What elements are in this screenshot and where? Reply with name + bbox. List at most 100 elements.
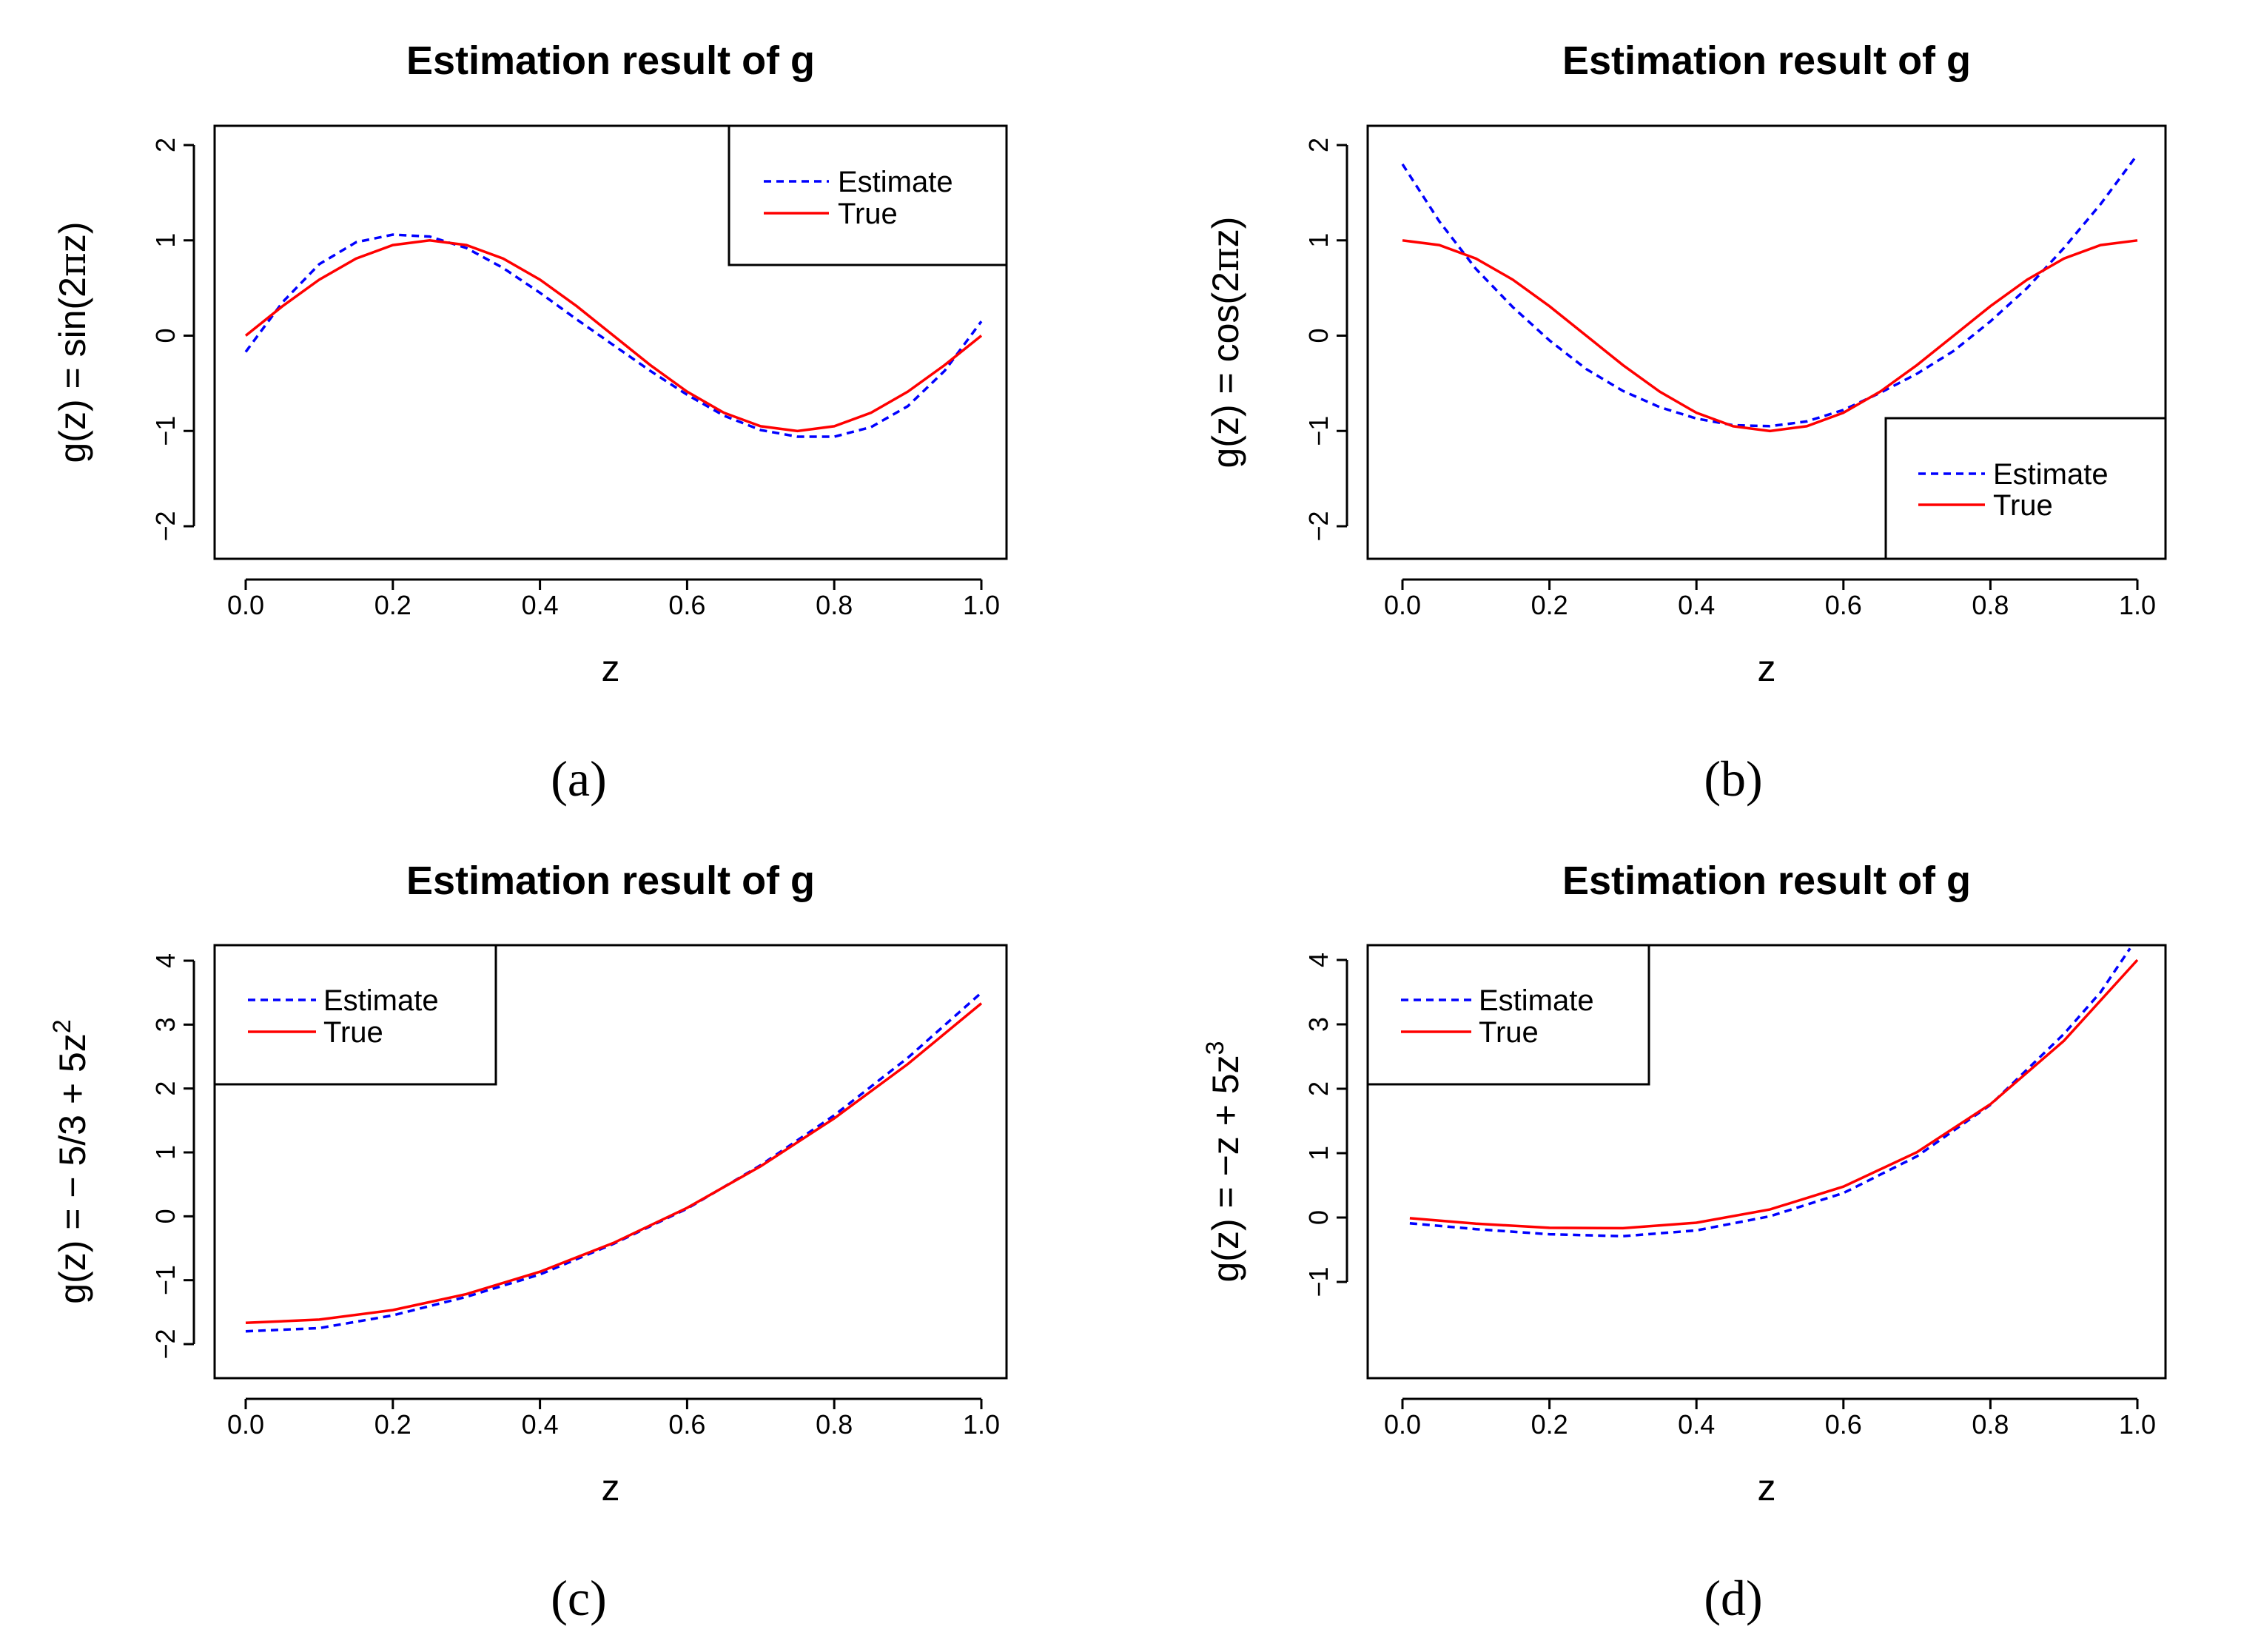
x-tick-label: 0.2 <box>374 1409 411 1440</box>
panel-caption: (c) <box>551 1570 606 1626</box>
legend-label-true: True <box>1993 489 2053 522</box>
chart-panel-d: Estimation result of g 0.0 0.2 0.4 0.6 0.8 1.0… <box>1201 859 2167 1626</box>
y-tick-label: −2 <box>150 1329 181 1359</box>
x-tick-label: 0.4 <box>1678 1409 1715 1440</box>
legend-box <box>1366 944 1650 1086</box>
y-tick-label: 1 <box>150 233 181 248</box>
x-tick-label: 0.6 <box>1825 1409 1862 1440</box>
y-tick-label: 2 <box>150 1081 181 1096</box>
x-tick-label: 0.2 <box>1531 590 1568 620</box>
x-tick-label: 0.0 <box>227 590 264 620</box>
x-axis-label: z <box>602 648 620 689</box>
y-axis-label-part: g(z) = cos(2 <box>1205 272 1246 468</box>
legend-label-true: True <box>838 198 898 230</box>
y-tick-label: −2 <box>150 511 181 541</box>
chart-title: Estimation result of g <box>1562 38 1971 83</box>
y-tick-label: −1 <box>1303 1266 1334 1297</box>
chart-panel-c: Estimation result of g 0.0 0.2 0.4 0.6 0.8 1.0… <box>48 859 1008 1626</box>
legend-label-true: True <box>1479 1016 1539 1049</box>
y-tick-label: 2 <box>1303 138 1334 152</box>
x-tick-label: 0.4 <box>522 590 559 620</box>
y-tick-label: −1 <box>1303 416 1334 446</box>
y-axis-label: g(z) = − 5/3 + 5z2 <box>48 1019 93 1303</box>
y-tick-label: 0 <box>150 328 181 343</box>
series-line-true <box>1409 958 2139 1230</box>
series-line-estimate <box>1401 153 2139 428</box>
panel-caption: (a) <box>551 751 606 807</box>
legend-box <box>728 124 1008 266</box>
x-axis-label: z <box>1758 648 1776 689</box>
y-axis-label: g(z) = sin(2πz) <box>51 222 94 463</box>
x-tick-label: 1.0 <box>2119 1409 2156 1440</box>
y-axis-label-pi: π <box>1204 247 1247 272</box>
legend-label-estimate: Estimate <box>838 166 953 198</box>
chart-panel-a: Estimation result of g 0.0 0.2 0.4 0.6 0.8 1.0… <box>51 38 1008 807</box>
x-tick-label: 0.2 <box>374 590 411 620</box>
plot-frame <box>1366 944 2167 1380</box>
legend-box <box>213 944 497 1086</box>
series-line-true <box>245 1002 983 1325</box>
x-tick-label: 1.0 <box>2119 590 2156 620</box>
y-axis-label-part: g(z) = sin(2 <box>52 277 93 463</box>
y-tick-label: −2 <box>1303 511 1334 541</box>
y-tick-label: 4 <box>150 953 181 968</box>
plot-frame <box>1366 124 2167 560</box>
series-line-true <box>1402 239 2138 433</box>
x-tick-label: 0.2 <box>1531 1409 1568 1440</box>
legend-label-estimate: Estimate <box>1993 458 2109 491</box>
series-line-estimate <box>244 233 983 438</box>
x-tick-label: 1.0 <box>963 590 1000 620</box>
series-line-true <box>244 239 983 433</box>
x-tick-label: 0.0 <box>1384 590 1421 620</box>
y-axis-label-part: g(z) = − 5/3 + 5z <box>52 1033 93 1303</box>
x-tick-label: 0.6 <box>668 1409 705 1440</box>
x-tick-label: 0.4 <box>522 1409 559 1440</box>
x-tick-label: 0.8 <box>816 1409 853 1440</box>
x-axis-label: z <box>1758 1467 1776 1508</box>
plot-frame <box>213 124 1008 560</box>
x-tick-label: 1.0 <box>963 1409 1000 1440</box>
y-axis-label: g(z) = cos(2πz) <box>1204 217 1247 469</box>
legend-box <box>1884 417 2167 560</box>
y-tick-label: 2 <box>150 138 181 152</box>
series-line-estimate <box>1409 947 2131 1238</box>
y-tick-label: −1 <box>150 416 181 446</box>
y-axis-label-part: z) <box>52 222 93 253</box>
y-tick-label: 3 <box>1303 1017 1334 1032</box>
legend-label-estimate: Estimate <box>1479 984 1594 1017</box>
chart-title: Estimation result of g <box>1562 859 1971 903</box>
plot-frame <box>213 944 1008 1380</box>
y-tick-label: 2 <box>1303 1081 1334 1096</box>
x-tick-label: 0.8 <box>1972 590 2009 620</box>
chart-title: Estimation result of g <box>406 859 815 903</box>
panel-caption: (b) <box>1704 751 1762 807</box>
x-tick-label: 0.6 <box>668 590 705 620</box>
chart-title: Estimation result of g <box>406 38 815 83</box>
x-tick-label: 0.6 <box>1825 590 1862 620</box>
y-tick-label: 1 <box>1303 233 1334 248</box>
x-tick-label: 0.0 <box>1384 1409 1421 1440</box>
y-axis-label-part: z) <box>1205 217 1246 248</box>
y-tick-label: 0 <box>1303 328 1334 343</box>
y-axis-label-pi: π <box>51 252 94 277</box>
legend-label-true: True <box>323 1016 383 1049</box>
x-tick-label: 0.0 <box>227 1409 264 1440</box>
x-axis-label: z <box>602 1467 620 1508</box>
y-tick-label: 0 <box>150 1209 181 1223</box>
y-tick-label: −1 <box>150 1265 181 1295</box>
chart-panel-b: Estimation result of g 0.0 0.2 0.4 0.6 0.8 1.0… <box>1204 38 2167 807</box>
x-tick-label: 0.4 <box>1678 590 1715 620</box>
x-tick-label: 0.8 <box>1972 1409 2009 1440</box>
y-axis-label-exponent: 2 <box>48 1019 76 1033</box>
panel-caption: (d) <box>1704 1570 1762 1626</box>
y-axis-label-part: g(z) = −z + 5z <box>1205 1055 1246 1282</box>
y-tick-label: 1 <box>150 1145 181 1160</box>
y-axis-label: g(z) = −z + 5z3 <box>1201 1041 1246 1282</box>
y-tick-label: 0 <box>1303 1210 1334 1225</box>
y-tick-label: 4 <box>1303 953 1334 967</box>
y-tick-label: 1 <box>1303 1146 1334 1161</box>
